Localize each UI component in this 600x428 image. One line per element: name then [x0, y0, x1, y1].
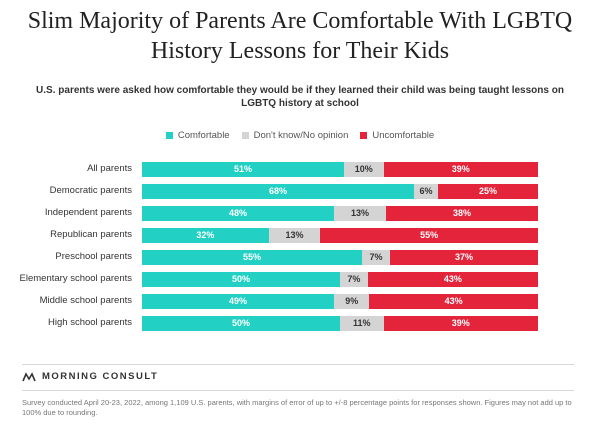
data-label: 50%: [231, 318, 250, 328]
legend-item-uncomfortable: Uncomfortable: [360, 130, 434, 141]
data-label: 13%: [350, 208, 369, 218]
data-label: 7%: [369, 252, 383, 262]
chart-subtitle: U.S. parents were asked how comfortable …: [36, 85, 564, 109]
data-label: 48%: [228, 208, 247, 218]
data-label: 6%: [419, 186, 433, 196]
row-label: Democratic parents: [49, 185, 132, 196]
bar-uncomfortable: 55%: [320, 228, 538, 243]
bar-uncomfortable: 39%: [383, 316, 538, 331]
bar-comfortable: 50%: [142, 272, 340, 287]
data-label: 25%: [478, 186, 497, 196]
bar-dont-know: 13%: [334, 206, 386, 221]
row-label: All parents: [87, 163, 132, 174]
data-label: 11%: [353, 318, 371, 328]
legend: Comfortable Don't know/No opinion Uncomfor…: [0, 130, 600, 141]
bar-dont-know: 13%: [268, 228, 321, 243]
divider-bottom: [22, 390, 574, 391]
data-label: 55%: [420, 230, 439, 240]
legend-swatch: [241, 132, 249, 139]
legend-label: Comfortable: [177, 130, 230, 141]
data-label: 50%: [231, 274, 250, 284]
data-label: 39%: [451, 318, 470, 328]
legend-swatch: [360, 132, 368, 139]
bar-comfortable: 32%: [142, 228, 269, 243]
data-label: 9%: [345, 296, 359, 306]
row-label: Middle school parents: [39, 295, 132, 306]
footnote: Survey conducted April 20-23, 2022, amon…: [22, 398, 572, 417]
legend-item-dont-know: Don't know/No opinion: [241, 130, 349, 141]
bar-uncomfortable: 25%: [438, 184, 538, 199]
row-label: Republican parents: [50, 229, 132, 240]
data-label: 38%: [452, 208, 471, 218]
chart-title: Slim Majority of Parents Are Comfortable…: [0, 6, 600, 66]
bar-comfortable: 50%: [142, 316, 340, 331]
title-line-2: History Lessons for Their Kids: [150, 38, 450, 64]
legend-label: Uncomfortable: [372, 130, 435, 141]
mc-logo-icon: [22, 371, 36, 381]
divider-top: [22, 364, 574, 365]
row-label: Independent parents: [44, 207, 132, 218]
data-label: 7%: [347, 274, 361, 284]
bar-uncomfortable: 43%: [369, 294, 538, 309]
brand-logo: MORNING CONSULT: [22, 371, 158, 382]
bar-dont-know: 11%: [340, 316, 384, 331]
data-label: 51%: [233, 164, 252, 174]
row-label: Elementary school parents: [19, 273, 132, 284]
bar-comfortable: 49%: [142, 294, 335, 309]
bar-dont-know: 6%: [414, 184, 438, 199]
row-label: Preschool parents: [55, 251, 132, 262]
bar-comfortable: 68%: [142, 184, 414, 199]
row-label: High school parents: [48, 317, 132, 328]
legend-label: Don't know/No opinion: [253, 130, 349, 141]
data-label: 10%: [354, 164, 373, 174]
bar-comfortable: 55%: [142, 250, 362, 265]
bar-dont-know: 7%: [362, 250, 390, 265]
bar-uncomfortable: 38%: [386, 206, 538, 221]
data-label: 49%: [229, 296, 248, 306]
bar-dont-know: 10%: [343, 162, 384, 177]
bar-uncomfortable: 43%: [367, 272, 538, 287]
legend-swatch: [165, 132, 173, 139]
data-label: 32%: [196, 230, 215, 240]
legend-item-comfortable: Comfortable: [165, 130, 230, 141]
title-line-1: Slim Majority of Parents Are Comfortable…: [27, 8, 573, 34]
bar-dont-know: 9%: [334, 294, 370, 309]
brand-name: MORNING CONSULT: [42, 371, 159, 382]
data-label: 68%: [268, 186, 287, 196]
data-label: 43%: [443, 274, 462, 284]
data-label: 13%: [285, 230, 304, 240]
bar-comfortable: 51%: [142, 162, 344, 177]
bar-uncomfortable: 39%: [383, 162, 538, 177]
data-label: 39%: [451, 164, 470, 174]
data-label: 43%: [444, 296, 463, 306]
data-label: 55%: [242, 252, 261, 262]
bar-dont-know: 7%: [340, 272, 368, 287]
data-label: 37%: [454, 252, 473, 262]
bar-uncomfortable: 37%: [390, 250, 538, 265]
bar-comfortable: 48%: [142, 206, 334, 221]
